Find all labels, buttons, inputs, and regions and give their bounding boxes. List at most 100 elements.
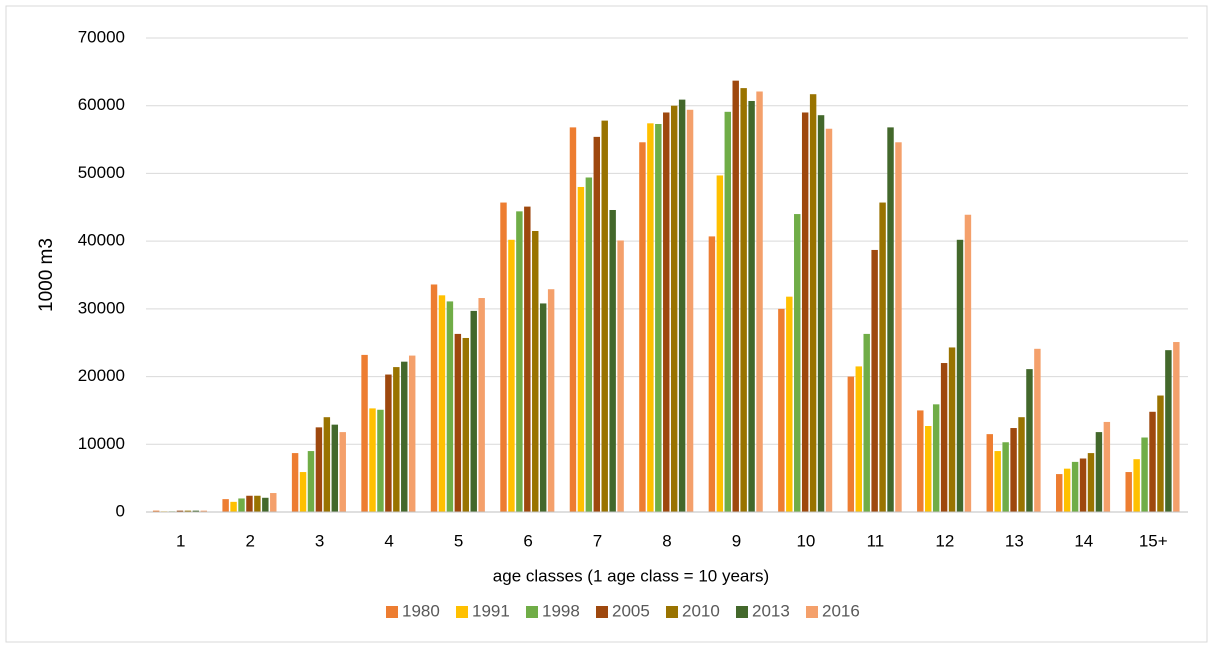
bar xyxy=(593,136,601,512)
bar xyxy=(192,510,200,512)
bar xyxy=(986,434,993,512)
bar xyxy=(262,497,269,512)
bar xyxy=(478,298,485,512)
bar xyxy=(756,91,763,512)
bar xyxy=(1071,461,1079,512)
bar xyxy=(1157,395,1164,512)
bar xyxy=(786,296,793,512)
x-tick-label: 2 xyxy=(245,531,254,550)
legend-swatch xyxy=(526,606,538,618)
bar xyxy=(948,347,956,512)
bar xyxy=(315,427,323,512)
legend: 1980 1991 1998 2005 2010 2013 2016 xyxy=(386,601,860,620)
bar xyxy=(516,211,523,512)
bar xyxy=(438,295,446,512)
bar xyxy=(369,408,376,512)
bar xyxy=(895,142,902,512)
legend-label: 1980 xyxy=(402,601,440,620)
bar xyxy=(230,501,237,512)
bar xyxy=(385,374,392,512)
bar xyxy=(547,289,555,512)
bar xyxy=(609,209,616,512)
bar xyxy=(238,498,245,512)
bar xyxy=(1133,459,1140,512)
bar xyxy=(270,493,277,512)
bar xyxy=(686,109,694,512)
bar xyxy=(1087,453,1095,512)
bar xyxy=(569,127,577,512)
bar xyxy=(964,214,972,512)
bar xyxy=(1034,348,1041,512)
bar xyxy=(801,112,809,512)
x-tick-label: 10 xyxy=(796,531,815,550)
bar xyxy=(408,355,416,512)
bar xyxy=(1165,350,1172,512)
bar xyxy=(500,202,507,512)
bar xyxy=(887,127,894,512)
bar xyxy=(748,100,755,512)
bar xyxy=(847,376,855,512)
bar xyxy=(855,366,862,512)
y-tick-label: 70000 xyxy=(78,27,125,46)
bar xyxy=(871,249,878,512)
bar xyxy=(184,510,192,512)
bar xyxy=(1079,458,1087,512)
bar xyxy=(393,367,400,512)
legend-label: 2013 xyxy=(752,601,790,620)
x-tick-label: 11 xyxy=(867,531,885,550)
bar xyxy=(956,239,964,512)
bar xyxy=(470,310,477,512)
bar xyxy=(430,284,438,512)
bar xyxy=(1056,474,1063,512)
bar xyxy=(825,128,833,513)
y-tick-label: 10000 xyxy=(78,434,125,453)
bar xyxy=(577,186,585,512)
bar xyxy=(740,88,747,512)
bar xyxy=(446,301,454,512)
bar xyxy=(200,510,208,512)
bar xyxy=(732,80,739,512)
bar xyxy=(307,451,315,512)
legend-swatch xyxy=(596,606,608,618)
bar xyxy=(794,214,801,513)
x-tick-label: 5 xyxy=(454,531,463,550)
legend-swatch xyxy=(806,606,818,618)
bar xyxy=(152,510,160,512)
x-tick-label: 9 xyxy=(732,531,741,550)
bar xyxy=(524,206,531,512)
bar xyxy=(1010,428,1017,512)
bar xyxy=(778,308,785,512)
bar xyxy=(508,239,515,512)
bar xyxy=(1149,411,1156,512)
bar xyxy=(708,236,716,512)
bar xyxy=(817,115,825,513)
bar xyxy=(331,424,339,512)
x-tick-label: 8 xyxy=(662,531,671,550)
legend-swatch xyxy=(386,606,398,618)
bar xyxy=(663,112,670,512)
legend-label: 2016 xyxy=(822,601,860,620)
bar xyxy=(254,495,261,512)
bar xyxy=(917,410,924,512)
x-tick-label: 14 xyxy=(1074,531,1093,550)
x-tick-label: 4 xyxy=(384,531,393,550)
bar xyxy=(176,510,184,512)
bar xyxy=(1095,432,1103,512)
bar xyxy=(925,426,932,512)
legend-label: 1998 xyxy=(542,601,580,620)
bar xyxy=(1063,468,1071,512)
legend-swatch xyxy=(736,606,748,618)
bar xyxy=(863,333,870,512)
bar xyxy=(1141,437,1148,512)
bar xyxy=(246,495,253,512)
bar xyxy=(1125,472,1132,512)
x-tick-label: 6 xyxy=(523,531,532,550)
bar xyxy=(1173,342,1180,512)
y-axis-title: 1000 m3 xyxy=(36,238,57,312)
bar xyxy=(724,111,731,513)
bar xyxy=(1002,442,1009,512)
x-axis-title: age classes (1 age class = 10 years) xyxy=(493,566,769,585)
x-tick-label: 12 xyxy=(935,531,954,550)
bar xyxy=(585,177,593,512)
